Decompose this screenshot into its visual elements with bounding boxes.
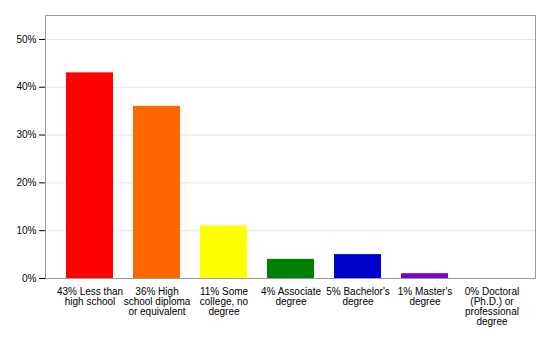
svg-text:1% Master'sdegree: 1% Master'sdegree (398, 286, 453, 307)
svg-text:10%: 10% (16, 225, 36, 236)
svg-text:50%: 50% (16, 34, 36, 45)
svg-text:43% Less thanhigh school: 43% Less thanhigh school (57, 286, 123, 307)
svg-text:30%: 30% (16, 129, 36, 140)
svg-text:36% Highschool diplomaor equiv: 36% Highschool diplomaor equivalent (124, 286, 191, 317)
svg-text:40%: 40% (16, 81, 36, 92)
svg-text:11% Somecollege, nodegree: 11% Somecollege, nodegree (200, 286, 249, 317)
svg-text:0%: 0% (22, 273, 37, 284)
svg-text:20%: 20% (16, 177, 36, 188)
svg-text:4% Associatedegree: 4% Associatedegree (261, 286, 321, 307)
svg-text:5% Bachelor'sdegree: 5% Bachelor'sdegree (326, 286, 390, 307)
svg-text:0% Doctoral(Ph.D.) orprofessio: 0% Doctoral(Ph.D.) orprofessionaldegree (465, 286, 519, 327)
